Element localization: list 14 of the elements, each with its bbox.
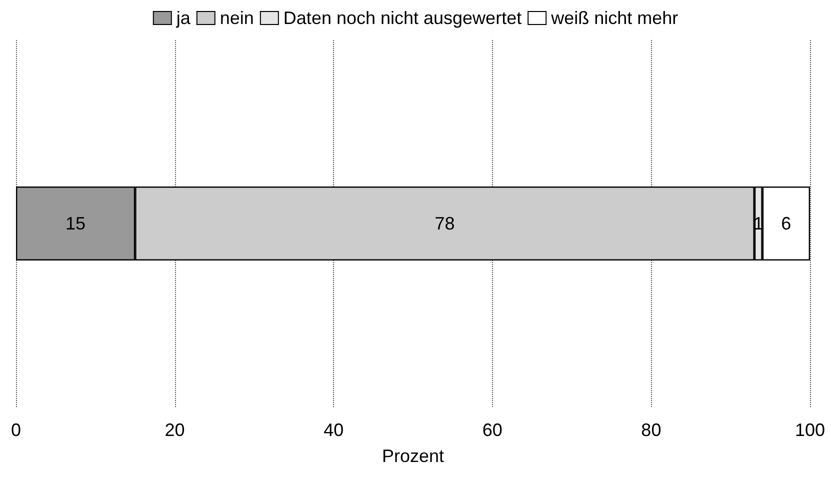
x-axis-title: Prozent bbox=[382, 446, 444, 466]
x-tick-label: 60 bbox=[482, 420, 502, 440]
legend-label: Daten noch nicht ausgewertet bbox=[283, 8, 522, 28]
data-label: 15 bbox=[66, 214, 86, 234]
legend-label: nein bbox=[220, 8, 254, 28]
data-label: 78 bbox=[434, 214, 455, 234]
legend-label: ja bbox=[175, 8, 192, 28]
x-tick-label: 100 bbox=[794, 420, 826, 440]
x-tick-label: 0 bbox=[10, 420, 22, 440]
legend-label: weiß nicht mehr bbox=[550, 8, 678, 28]
x-tick-label: 40 bbox=[324, 420, 344, 440]
x-tick-label: 20 bbox=[164, 420, 185, 440]
x-tick-label: 80 bbox=[641, 420, 662, 440]
data-label: 6 bbox=[781, 214, 792, 234]
